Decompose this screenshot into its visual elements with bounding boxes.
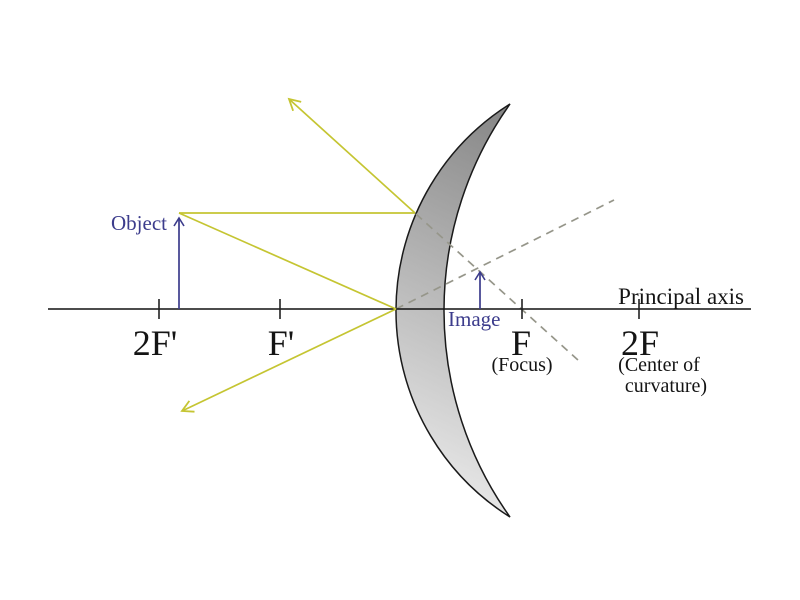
focus-caption: (Focus) xyxy=(491,354,552,376)
image-label: Image xyxy=(448,307,500,331)
center-of-curvature-caption-line1: (Center of xyxy=(618,354,700,376)
principal-axis-label: Principal axis xyxy=(618,284,744,309)
convex-mirror xyxy=(395,103,511,518)
axis-point-label-2f-prime: 2F' xyxy=(133,323,178,363)
axis-point-label-2f: 2F xyxy=(621,323,659,363)
center-of-curvature-caption-line2: curvature) xyxy=(625,375,707,397)
reflected-ray-lower xyxy=(180,308,397,413)
reflected-ray-upper xyxy=(287,97,416,214)
virtual-ray-vertex-extension xyxy=(395,199,615,310)
axis-point-label-f: F xyxy=(511,323,531,363)
axis-point-label-f-prime: F' xyxy=(268,323,295,363)
incident-ray-to-vertex xyxy=(178,212,397,310)
object-label: Object xyxy=(111,211,167,235)
